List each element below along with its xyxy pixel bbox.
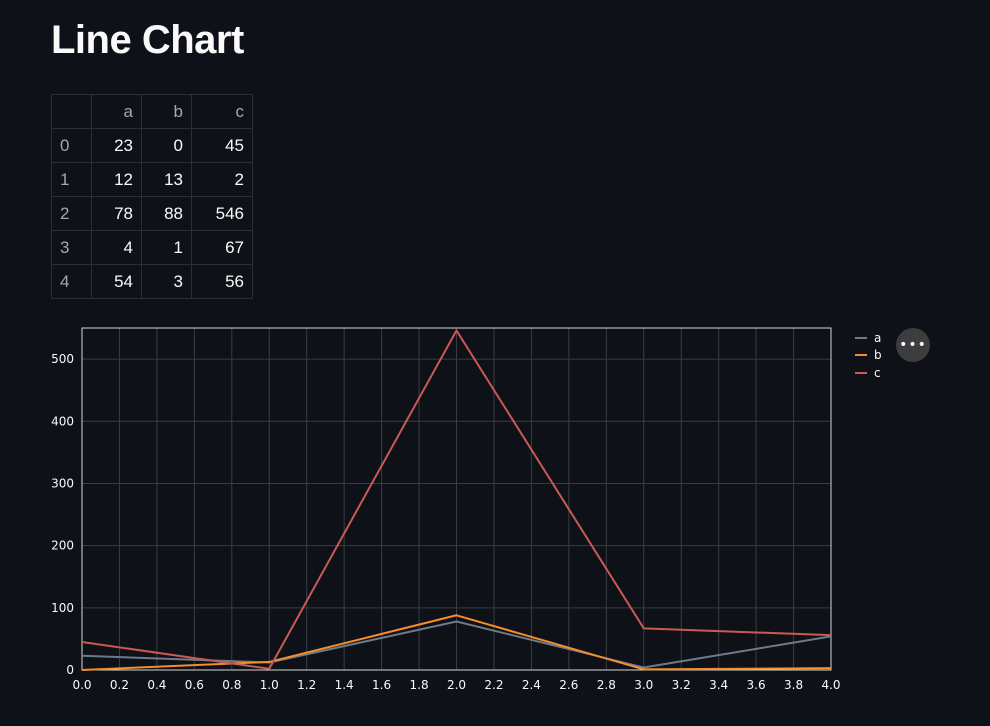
- series-line-c: [81, 329, 832, 670]
- x-tick-label: 1.8: [410, 678, 429, 692]
- legend-swatch: [855, 354, 867, 357]
- y-tick-label: 500: [51, 352, 74, 366]
- row-index: 4: [51, 264, 92, 299]
- x-tick-label: 3.6: [747, 678, 766, 692]
- table-row: 4 54 3 56: [51, 264, 253, 299]
- x-tick-label: 0.4: [147, 678, 166, 692]
- table-cell[interactable]: 78: [91, 196, 142, 231]
- table-cell[interactable]: 23: [91, 128, 142, 163]
- x-tick-label: 3.0: [634, 678, 653, 692]
- table-cell[interactable]: 67: [191, 230, 253, 265]
- table-cell[interactable]: 56: [191, 264, 253, 299]
- table-cell[interactable]: 13: [141, 162, 192, 197]
- legend-item-c[interactable]: c: [855, 364, 882, 382]
- legend-swatch: [855, 371, 867, 374]
- legend-label: c: [874, 365, 881, 380]
- table-cell[interactable]: 3: [141, 264, 192, 299]
- table-cell[interactable]: 88: [141, 196, 192, 231]
- table-cell[interactable]: 1: [141, 230, 192, 265]
- y-tick-label: 100: [51, 601, 74, 615]
- x-tick-label: 1.6: [372, 678, 391, 692]
- column-header-a[interactable]: a: [91, 94, 142, 129]
- table-row: 0 23 0 45: [51, 128, 253, 163]
- y-tick-label: 0: [66, 663, 74, 677]
- index-header: [51, 94, 92, 129]
- x-tick-label: 0.6: [185, 678, 204, 692]
- x-tick-label: 2.8: [597, 678, 616, 692]
- x-tick-label: 0.8: [222, 678, 241, 692]
- table-cell[interactable]: 54: [91, 264, 142, 299]
- legend-swatch: [855, 336, 867, 339]
- x-tick-label: 2.2: [484, 678, 503, 692]
- legend-label: a: [874, 330, 882, 345]
- table-cell[interactable]: 45: [191, 128, 253, 163]
- table-row: 2 78 88 546: [51, 196, 253, 231]
- table-cell[interactable]: 546: [191, 196, 253, 231]
- x-tick-label: 2.4: [522, 678, 541, 692]
- x-tick-label: 0.0: [72, 678, 91, 692]
- x-tick-label: 1.2: [297, 678, 316, 692]
- series-line-b: [81, 614, 832, 671]
- x-tick-label: 3.8: [784, 678, 803, 692]
- x-tick-label: 1.4: [335, 678, 354, 692]
- x-tick-label: 3.2: [672, 678, 691, 692]
- y-tick-label: 400: [51, 414, 74, 428]
- x-tick-label: 1.0: [260, 678, 279, 692]
- table-row: 3 4 1 67: [51, 230, 253, 265]
- page-title: Line Chart: [51, 18, 244, 62]
- chart-menu-button[interactable]: •••: [896, 328, 930, 362]
- row-index: 1: [51, 162, 92, 197]
- data-table[interactable]: a b c 0 23 0 45 1 12 13 2 2 78 88 546 3 …: [51, 94, 253, 299]
- x-tick-label: 0.2: [110, 678, 129, 692]
- legend-label: b: [874, 348, 882, 363]
- x-tick-label: 2.0: [447, 678, 466, 692]
- x-tick-label: 4.0: [821, 678, 840, 692]
- table-cell[interactable]: 0: [141, 128, 192, 163]
- y-tick-label: 300: [51, 476, 74, 490]
- x-tick-label: 3.4: [709, 678, 728, 692]
- x-tick-label: 2.6: [559, 678, 578, 692]
- more-horizontal-icon: •••: [899, 337, 927, 353]
- chart-legend: a b c: [855, 329, 882, 382]
- y-tick-label: 200: [51, 539, 74, 553]
- legend-item-a[interactable]: a: [855, 329, 882, 347]
- legend-item-b[interactable]: b: [855, 347, 882, 365]
- plot-border: [81, 327, 832, 671]
